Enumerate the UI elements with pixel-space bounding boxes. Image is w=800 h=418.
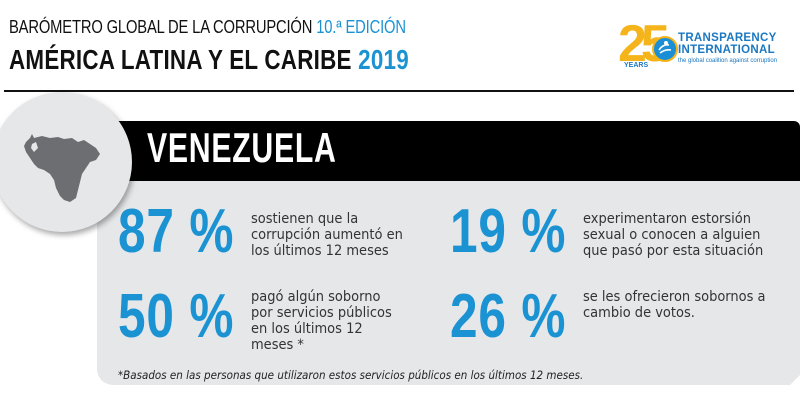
panel-corner-cut — [790, 375, 800, 385]
footnote: *Basados en las personas que utilizaron … — [118, 368, 584, 382]
stat-text-line: por servicios públicos — [251, 305, 392, 321]
stat-text-line: sexual o conocen a alguien — [583, 227, 761, 243]
stat-text-line: pagó algún soborno — [251, 289, 381, 305]
stat-value-bribe-paid: 50 % — [118, 282, 235, 351]
stat-text-line: los últimos 12 meses — [251, 243, 389, 259]
stat-text-line: sostienen que la — [251, 211, 359, 227]
venezuela-map-icon — [24, 134, 100, 202]
anniversary-label: YEARS — [624, 62, 649, 69]
report-edition: 10.ª EDICIÓN — [316, 17, 406, 37]
stat-text-line: cambio de votos. — [583, 305, 695, 321]
stat-text-line: corrupción aumentó en — [251, 227, 403, 243]
logo-name-line2: INTERNATIONAL — [678, 44, 775, 56]
stat-text-corruption-increase: sostienen que la corrupción aumentó en l… — [251, 211, 403, 259]
transparency-international-logo: 25 YEARS TRANSPARENCY INTERNATIONAL the … — [618, 15, 798, 78]
report-title-main: BARÓMETRO GLOBAL DE LA CORRUPCIÓN — [9, 17, 313, 37]
stat-text-line: meses * — [251, 337, 304, 353]
report-title: BARÓMETRO GLOBAL DE LA CORRUPCIÓN 10.ª E… — [9, 17, 406, 38]
stat-value-vote-buying: 26 % — [450, 282, 567, 351]
stat-text-vote-buying: se les ofrecieron sobornos a cambio de v… — [583, 289, 766, 321]
header-divider — [4, 90, 794, 92]
report-year: 2019 — [358, 44, 409, 75]
stat-text-sexual-extortion: experimentaron estorsión sexual o conoce… — [583, 211, 763, 259]
stat-text-line: se les ofrecieron sobornos a — [583, 289, 766, 305]
stat-text-line: experimentaron estorsión — [583, 211, 752, 227]
logo-name-line1: TRANSPARENCY — [678, 32, 777, 44]
globe-icon — [652, 36, 678, 62]
stat-value-sexual-extortion: 19 % — [450, 197, 567, 266]
stat-text-line: en los últimos 12 — [251, 321, 363, 337]
country-name: VENEZUELA — [147, 124, 337, 171]
logo-tagline: the global coalition against corruption — [678, 58, 778, 64]
stat-value-corruption-increase: 87 % — [118, 197, 235, 266]
stat-text-line: que pasó por esta situación — [583, 243, 764, 259]
region-name: AMÉRICA LATINA Y EL CARIBE — [9, 44, 352, 75]
stat-text-bribe-paid: pagó algún soborno por servicios público… — [251, 289, 392, 353]
stats-panel — [97, 150, 800, 385]
region-title: AMÉRICA LATINA Y EL CARIBE 2019 — [9, 44, 409, 76]
country-banner — [75, 121, 800, 181]
